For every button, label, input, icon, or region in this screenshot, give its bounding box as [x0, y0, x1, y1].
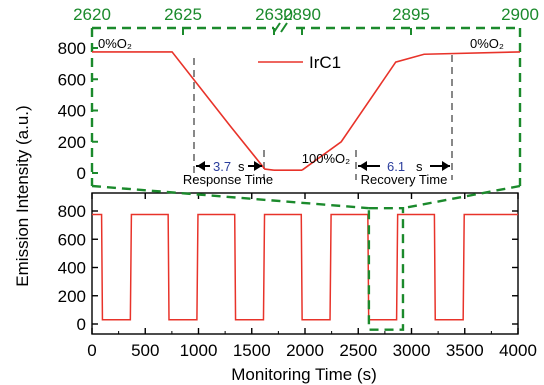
main-x-tick-label: 3000: [393, 341, 431, 360]
left-condition-label: 0%O₂: [98, 36, 132, 51]
main-panel: 0 500 1000 1500 2000 2500 3000 3500 4000 0 200 400 6…: [58, 184, 537, 360]
middle-condition-label: 100%O₂: [302, 151, 350, 166]
response-arrowhead-left: [197, 161, 205, 171]
legend-entry: IrC1: [309, 53, 341, 72]
main-x-tick-label: 0: [87, 341, 96, 360]
main-y-tick-label: 800: [58, 202, 86, 221]
inset-top-tick-label: 2900: [501, 5, 539, 24]
inset-top-tick-label: 2625: [164, 5, 202, 24]
y-axis-label: Emission Intensity (a.u.): [13, 105, 32, 286]
inset-y-tick-label: 200: [58, 133, 86, 152]
axis-break-mark: [280, 22, 288, 33]
inset-y-tick-label: 400: [58, 102, 86, 121]
response-time-unit: s: [238, 159, 245, 174]
inset-y-tick-label: 0: [77, 164, 86, 183]
main-y-tick-label: 600: [58, 230, 86, 249]
recovery-arrowhead-left: [359, 161, 367, 171]
main-x-tick-label: 4000: [499, 341, 537, 360]
inset-y-tick-label: 600: [58, 70, 86, 89]
response-time-label: Response Time: [183, 172, 273, 187]
x-axis-label: Monitoring Time (s): [231, 365, 376, 384]
main-y-tick-label: 0: [77, 315, 86, 334]
main-y-tick-label: 200: [58, 287, 86, 306]
zoom-connector-right: [402, 184, 521, 210]
inset-top-tick-label: 2895: [392, 5, 430, 24]
inset-top-tick-label: 2630: [255, 5, 293, 24]
zoom-window: [367, 206, 405, 331]
main-x-tick-label: 500: [131, 341, 159, 360]
inset-series-line-left: [92, 51, 275, 171]
main-x-tick-label: 1500: [233, 341, 271, 360]
main-x-tick-label: 1000: [180, 341, 218, 360]
inset-top-tick-label: 2890: [283, 5, 321, 24]
recovery-time-unit: s: [416, 159, 423, 174]
main-x-tick-label: 2000: [286, 341, 324, 360]
recovery-time-label: Recovery Time: [361, 172, 448, 187]
response-time-value: 3.7: [213, 159, 231, 174]
response-arrowhead-right: [254, 161, 262, 171]
inset-y-tick-label: 800: [58, 39, 86, 58]
main-x-tick-label: 3500: [446, 341, 484, 360]
recovery-time-value: 6.1: [387, 159, 405, 174]
zoom-connector-left: [91, 184, 369, 210]
main-series-line: [92, 213, 518, 321]
main-y-tick-label: 400: [58, 259, 86, 278]
right-condition-label: 0%O₂: [470, 36, 504, 51]
recovery-arrowhead-right: [442, 161, 450, 171]
inset-series-line-right: [301, 51, 521, 171]
main-x-tick-label: 2500: [339, 341, 377, 360]
inset-top-tick-label: 2620: [73, 5, 111, 24]
